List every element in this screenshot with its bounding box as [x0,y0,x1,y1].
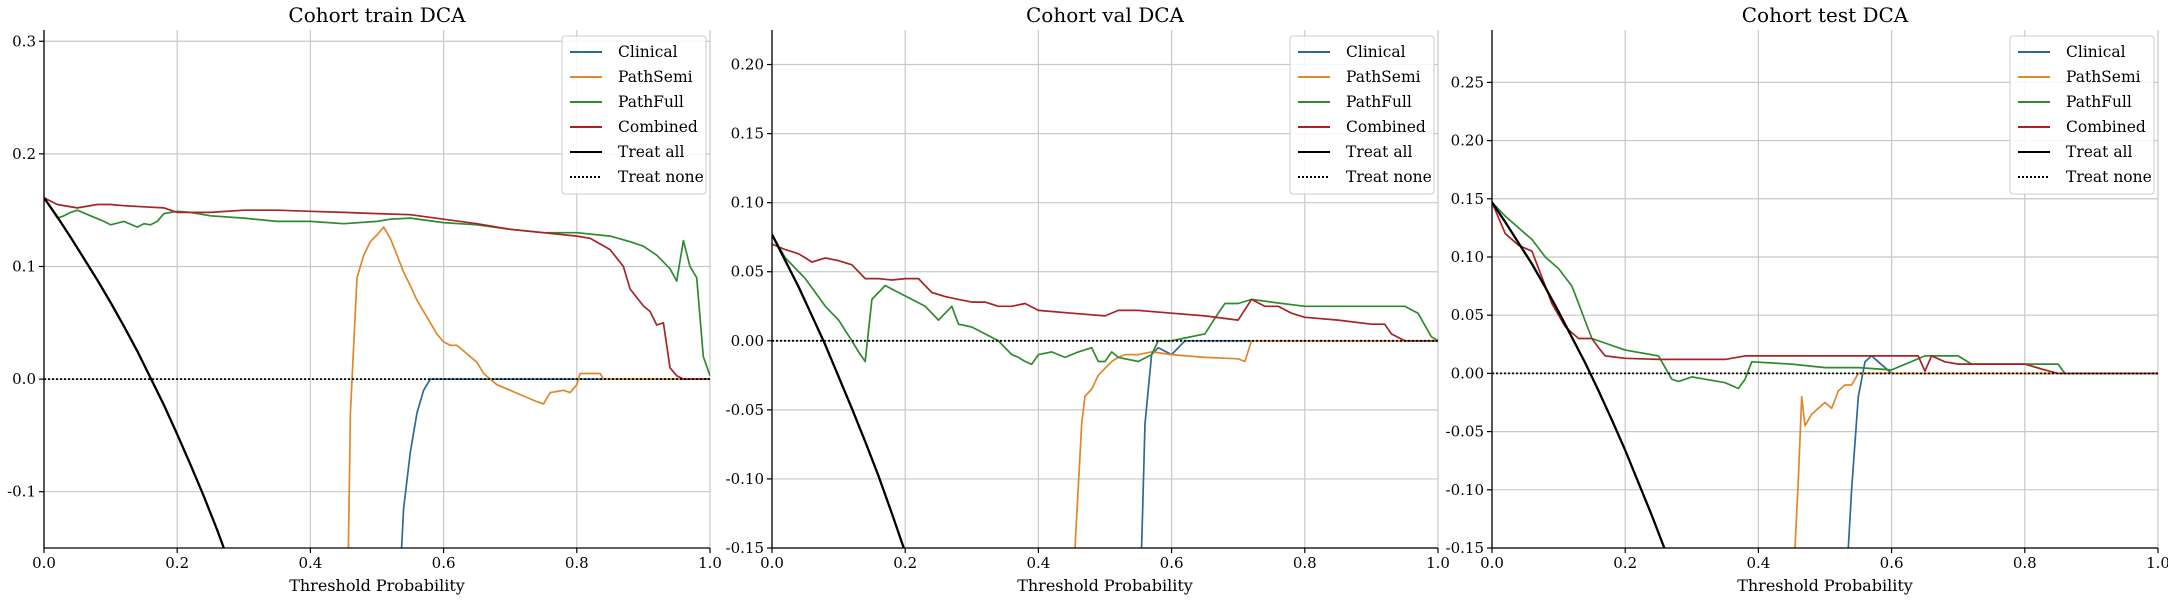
x-tick-label: 1.0 [2146,554,2168,572]
x-tick-label: 0.2 [1613,554,1637,572]
y-tick-label: 0.05 [1451,306,1484,324]
x-tick-label: 0.4 [1026,554,1050,572]
y-tick-label: -0.05 [726,401,764,419]
x-tick-label: 0.6 [1880,554,1904,572]
series-line-pathsemi [1794,372,2158,548]
series-line-clinical [1140,339,1438,548]
chart-title: Cohort train DCA [288,3,466,27]
x-tick-label: 1.0 [1426,554,1450,572]
legend-label-combined: Combined [618,118,698,136]
legend-label-pathfull: PathFull [618,93,684,111]
x-tick-label: 1.0 [698,554,722,572]
y-tick-label: 0.10 [1451,248,1484,266]
series-line-treat-all [772,233,906,548]
legend-label-pathsemi: PathSemi [618,68,693,86]
y-tick-label: 0.3 [12,32,36,50]
x-tick-label: 0.0 [1480,554,1504,572]
series-line-clinical [1847,355,2158,548]
x-axis-label: Threshold Probability [1737,576,1913,595]
chart-panel-3: 0.0 0.2 0.4 0.6 0.8 1.0 -0.15 -0.10 -0.05 0.00 0.0… [1446,3,2168,595]
y-tick-label: -0.10 [726,470,764,488]
legend-label-treat-none: Treat none [2066,168,2152,186]
y-tick-label: -0.1 [7,483,36,501]
series-line-pathfull [44,197,710,376]
x-tick-label: 0.8 [1293,554,1317,572]
y-tick-label: 0.0 [12,370,36,388]
legend-label-pathsemi: PathSemi [1346,68,1421,86]
y-tick-label: 0.25 [1451,73,1484,91]
x-tick-label: 0.6 [1160,554,1184,572]
chart-title: Cohort val DCA [1026,3,1185,27]
y-tick-label: 0.1 [12,257,36,275]
legend-label-pathfull: PathFull [2066,93,2132,111]
legend: Clinical PathSemi PathFull Combined Treat al… [561,35,707,195]
y-tick-label: 0.10 [731,194,764,212]
y-tick-label: -0.15 [1446,539,1484,557]
legend-label-clinical: Clinical [618,43,678,61]
y-tick-label: 0.15 [731,125,764,143]
y-tick-label: 0.00 [731,332,764,350]
series-line-combined [1492,201,2158,375]
legend-label-combined: Combined [2066,118,2146,136]
y-tick-label: -0.15 [726,539,764,557]
legend-label-treat-all: Treat all [618,143,685,161]
series-line-treat-all [44,197,225,548]
y-tick-label: 0.20 [1451,132,1484,150]
x-tick-label: 0.2 [893,554,917,572]
legend-label-treat-all: Treat all [1346,143,1413,161]
chart-title: Cohort test DCA [1742,3,1909,27]
y-tick-label: -0.05 [1446,423,1484,441]
y-tick-label: 0.15 [1451,190,1484,208]
chart-panel-2: 0.0 0.2 0.4 0.6 0.8 1.0 -0.15 -0.10 -0.05 0.00 0.0… [726,3,1450,595]
series-line-pathsemi [347,226,710,548]
series-group [772,233,1438,548]
series-line-treat-all [1492,201,1666,548]
x-tick-label: 0.4 [298,554,322,572]
legend-label-pathfull: PathFull [1346,93,1412,111]
x-tick-label: 0.2 [165,554,189,572]
series-group [1492,201,2158,548]
series-line-combined [44,197,710,380]
y-tick-label: -0.10 [1446,481,1484,499]
y-tick-label: 0.20 [731,56,764,74]
x-tick-label: 0.8 [565,554,589,572]
series-line-pathfull [1492,201,2158,390]
legend-label-combined: Combined [1346,118,1426,136]
x-tick-label: 0.0 [760,554,784,572]
legend-label-pathsemi: PathSemi [2066,68,2141,86]
series-line-pathfull [772,233,1438,366]
legend-label-treat-none: Treat none [1346,168,1432,186]
legend-box [561,35,707,195]
legend-label-treat-none: Treat none [618,168,704,186]
y-tick-label: 0.00 [1451,364,1484,382]
x-tick-label: 0.8 [2013,554,2037,572]
legend: Clinical PathSemi PathFull Combined Treat al… [2009,35,2155,195]
legend-box [1289,35,1435,195]
x-tick-label: 0.6 [432,554,456,572]
series-line-pathsemi [1074,339,1438,548]
x-tick-label: 0.4 [1746,554,1770,572]
x-axis-label: Threshold Probability [1017,576,1193,595]
legend-label-clinical: Clinical [1346,43,1406,61]
y-tick-label: 0.2 [12,145,36,163]
legend-label-clinical: Clinical [2066,43,2126,61]
y-tick-label: 0.05 [731,263,764,281]
series-line-clinical [400,378,710,548]
legend: Clinical PathSemi PathFull Combined Treat al… [1289,35,1435,195]
legend-label-treat-all: Treat all [2066,143,2133,161]
legend-box [2009,35,2155,195]
chart-panel-1: 0.0 0.2 0.4 0.6 0.8 1.0 -0.1 0.0 0.1 0.2 0.3 Cohort… [7,3,722,595]
x-tick-label: 0.0 [32,554,56,572]
x-axis-label: Threshold Probability [289,576,465,595]
series-line-combined [772,243,1438,342]
series-group [44,197,710,548]
